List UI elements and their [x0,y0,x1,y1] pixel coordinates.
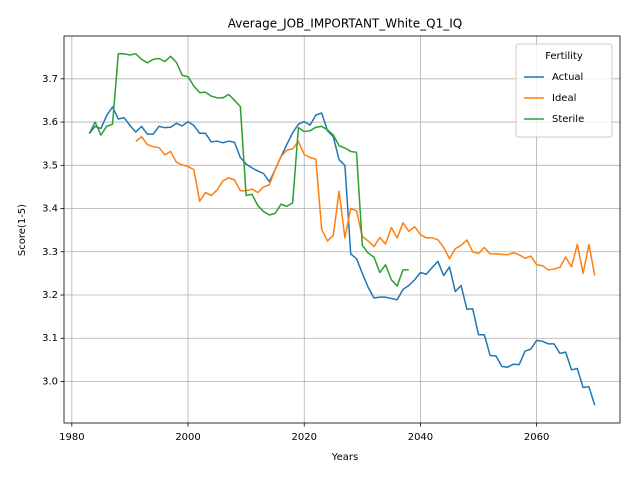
y-tick-label: 3.6 [42,117,58,128]
y-tick-label: 3.5 [42,160,58,171]
y-tick-label: 3.4 [42,204,58,215]
legend-label: Ideal [552,93,576,104]
y-tick-label: 3.3 [42,247,58,258]
x-tick-label: 1980 [59,432,84,443]
axes-frame [63,35,621,424]
chart-title: Average_JOB_IMPORTANT_White_Q1_IQ [228,17,462,31]
legend-label: Sterile [552,114,584,125]
legend-label: Actual [552,72,583,83]
y-tick-label: 3.1 [42,333,58,344]
y-axis-label: Score(1-5) [17,204,28,256]
x-tick-label: 2040 [408,432,433,443]
x-axis-label: Years [331,452,358,463]
y-tick-label: 3.2 [42,290,58,301]
y-tick-label: 3.7 [42,74,58,85]
line-series [88,52,409,287]
x-tick-label: 2000 [175,432,200,443]
x-tick-label: 2060 [524,432,549,443]
x-tick-label: 2020 [292,432,317,443]
line-series [135,136,596,276]
legend-title: Fertility [545,51,583,62]
y-tick-label: 3.0 [42,376,58,387]
line-series [88,106,596,406]
legend-box [515,43,613,138]
